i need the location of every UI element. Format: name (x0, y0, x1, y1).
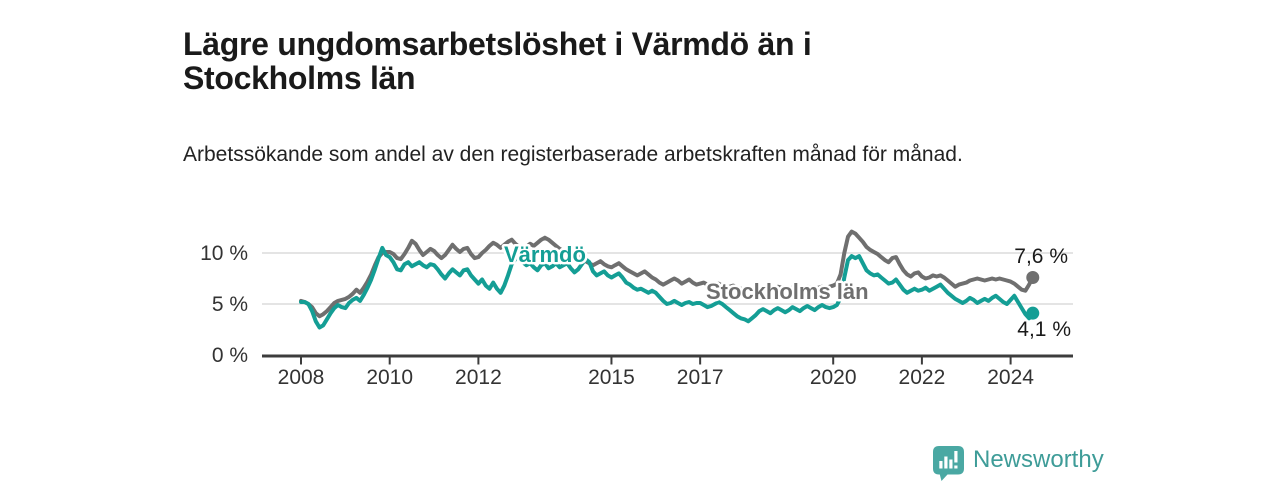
x-tick-label-2010: 2010 (366, 366, 413, 389)
x-tick-label-2020: 2020 (810, 366, 857, 389)
x-tick-label-2017: 2017 (677, 366, 724, 389)
line-stockholms-l-n (299, 229, 1035, 319)
x-tick-label-2015: 2015 (588, 366, 635, 389)
series-label-v-rmd-: Värmdö (504, 242, 586, 267)
line-v-rmd- (299, 245, 1035, 330)
series-label-stockholms-l-n: Stockholms län (706, 279, 869, 304)
end-value-label-stockholms-l-n: 7,6 % (1014, 245, 1068, 268)
end-value-label-v-rmd-: 4,1 % (1017, 318, 1071, 341)
chart-subtitle: Arbetssökande som andel av den registerb… (183, 143, 963, 166)
logo-exclamation-dot (954, 465, 958, 468)
logo-exclamation-bar (954, 450, 958, 462)
x-tick-label-2012: 2012 (455, 366, 502, 389)
chart-title: Lägre ungdomsarbetslöshet i Värmdö än i … (183, 26, 812, 97)
logo-bar-3 (949, 459, 953, 468)
end-dot-stockholms-l-n (1026, 270, 1040, 284)
y-tick-label-5: 5 % (212, 293, 248, 316)
end-dot-v-rmd- (1026, 306, 1040, 320)
newsworthy-logo-icon (933, 445, 964, 481)
x-tick-label-2022: 2022 (899, 366, 946, 389)
newsworthy-logo: Newsworthy (933, 445, 1104, 481)
y-tick-label-10: 10 % (200, 242, 248, 265)
logo-bar-2 (944, 456, 948, 468)
x-tick-label-2024: 2024 (987, 366, 1034, 389)
x-tick-label-2008: 2008 (278, 366, 325, 389)
newsworthy-brand-text: Newsworthy (973, 446, 1104, 473)
y-tick-label-0: 0 % (212, 344, 248, 367)
logo-bar-1 (939, 460, 943, 468)
